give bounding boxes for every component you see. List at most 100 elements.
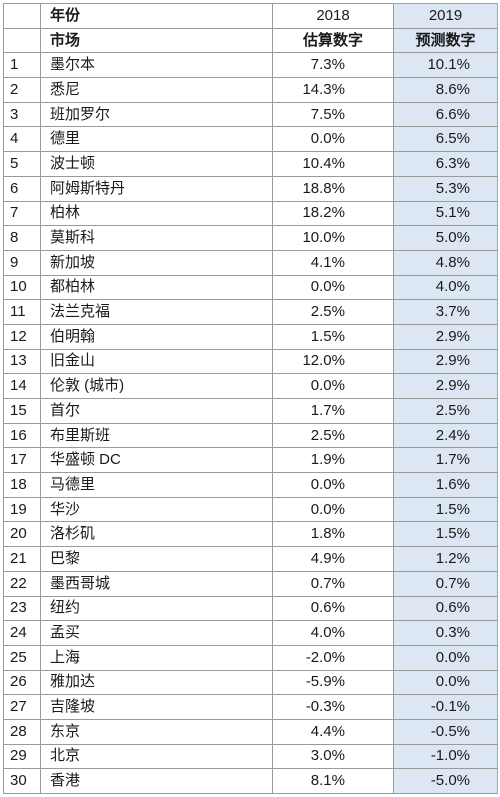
forecast-2019-cell: 2.9%	[393, 348, 498, 375]
header-market-label: 市场	[40, 27, 273, 54]
market-cell: 孟买	[40, 620, 273, 646]
estimate-2018-cell: 12.0%	[272, 348, 394, 375]
estimate-2018-cell: 4.9%	[272, 546, 394, 572]
table-row: 15 首尔 1.7% 2.5%	[3, 398, 498, 424]
table-row: 13 旧金山 12.0% 2.9%	[3, 348, 498, 375]
forecast-2019-cell: 1.2%	[393, 546, 498, 572]
rank-cell: 15	[3, 398, 41, 424]
market-cell: 波士顿	[40, 151, 273, 177]
table-row: 14 伦敦 (城市) 0.0% 2.9%	[3, 373, 498, 399]
rank-cell: 29	[3, 743, 41, 770]
estimate-2018-cell: 18.2%	[272, 200, 394, 227]
table-row: 3 班加罗尔 7.5% 6.6%	[3, 101, 498, 128]
rank-cell: 27	[3, 694, 41, 720]
estimate-2018-cell: 8.1%	[272, 768, 394, 794]
rank-cell: 22	[3, 570, 41, 597]
rank-cell: 11	[3, 299, 41, 325]
forecast-2019-cell: 10.1%	[393, 52, 498, 79]
market-cell: 东京	[40, 718, 273, 745]
market-cell: 雅加达	[40, 669, 273, 696]
rank-cell: 12	[3, 323, 41, 350]
table-row: 25 上海 -2.0% 0.0%	[3, 644, 498, 671]
market-cell: 伯明翰	[40, 323, 273, 350]
rank-cell: 6	[3, 175, 41, 202]
estimate-2018-cell: 1.5%	[272, 323, 394, 350]
table-row: 1 墨尔本 7.3% 10.1%	[3, 52, 498, 79]
forecast-2019-cell: -5.0%	[393, 768, 498, 794]
estimate-2018-cell: 7.5%	[272, 101, 394, 128]
forecast-2019-cell: 0.6%	[393, 595, 498, 622]
estimate-2018-cell: 0.0%	[272, 472, 394, 498]
table-row: 4 德里 0.0% 6.5%	[3, 126, 498, 153]
forecast-2019-cell: 5.0%	[393, 225, 498, 251]
table-row: 16 布里斯班 2.5% 2.4%	[3, 422, 498, 449]
market-cell: 都柏林	[40, 274, 273, 301]
estimate-2018-cell: 4.0%	[272, 620, 394, 646]
forecast-2019-cell: 5.3%	[393, 175, 498, 202]
table-row: 10 都柏林 0.0% 4.0%	[3, 274, 498, 301]
rank-cell: 4	[3, 126, 41, 153]
estimate-2018-cell: 0.7%	[272, 570, 394, 597]
forecast-2019-cell: 2.9%	[393, 373, 498, 399]
rank-cell: 18	[3, 472, 41, 498]
table-row: 7 柏林 18.2% 5.1%	[3, 200, 498, 227]
table-row: 20 洛杉矶 1.8% 1.5%	[3, 521, 498, 548]
forecast-2019-cell: 0.7%	[393, 570, 498, 597]
forecast-2019-cell: 2.9%	[393, 323, 498, 350]
market-cell: 华沙	[40, 496, 273, 523]
rank-cell: 14	[3, 373, 41, 399]
forecast-2019-cell: 1.6%	[393, 472, 498, 498]
forecast-2019-cell: 3.7%	[393, 299, 498, 325]
forecast-2019-cell: -1.0%	[393, 743, 498, 770]
table-row: 21 巴黎 4.9% 1.2%	[3, 546, 498, 572]
forecast-2019-cell: 0.0%	[393, 644, 498, 671]
forecast-2019-cell: 1.5%	[393, 521, 498, 548]
header-forecast: 预测数字	[393, 27, 498, 54]
forecast-2019-cell: 0.0%	[393, 669, 498, 696]
market-cell: 班加罗尔	[40, 101, 273, 128]
forecast-2019-cell: 8.6%	[393, 77, 498, 103]
forecast-2019-cell: 4.8%	[393, 249, 498, 276]
forecast-2019-cell: -0.1%	[393, 694, 498, 720]
rank-cell: 19	[3, 496, 41, 523]
estimate-2018-cell: 14.3%	[272, 77, 394, 103]
header-row-year: 年份 2018 2019	[3, 3, 498, 29]
market-cell: 巴黎	[40, 546, 273, 572]
forecast-2019-cell: -0.5%	[393, 718, 498, 745]
rank-cell: 26	[3, 669, 41, 696]
table-row: 2 悉尼 14.3% 8.6%	[3, 77, 498, 103]
estimate-2018-cell: 1.8%	[272, 521, 394, 548]
table-row: 6 阿姆斯特丹 18.8% 5.3%	[3, 175, 498, 202]
table-row: 5 波士顿 10.4% 6.3%	[3, 151, 498, 177]
estimate-2018-cell: 7.3%	[272, 52, 394, 79]
market-cell: 墨尔本	[40, 52, 273, 79]
rank-cell: 21	[3, 546, 41, 572]
forecast-2019-cell: 4.0%	[393, 274, 498, 301]
header-estimate: 估算数字	[272, 27, 394, 54]
table-row: 27 吉隆坡 -0.3% -0.1%	[3, 694, 498, 720]
header-rank-empty	[3, 27, 41, 54]
market-cell: 马德里	[40, 472, 273, 498]
table-body: 1 墨尔本 7.3% 10.1% 2 悉尼 14.3% 8.6% 3 班加罗尔 7.5% 6.6% 4 德…	[3, 52, 498, 794]
forecast-2019-cell: 1.7%	[393, 447, 498, 474]
estimate-2018-cell: 0.6%	[272, 595, 394, 622]
estimate-2018-cell: 0.0%	[272, 373, 394, 399]
table-row: 23 纽约 0.6% 0.6%	[3, 595, 498, 622]
estimate-2018-cell: 1.7%	[272, 398, 394, 424]
market-cell: 柏林	[40, 200, 273, 227]
table-row: 24 孟买 4.0% 0.3%	[3, 620, 498, 646]
rank-cell: 30	[3, 768, 41, 794]
market-cell: 悉尼	[40, 77, 273, 103]
forecast-2019-cell: 6.5%	[393, 126, 498, 153]
header-2019: 2019	[393, 3, 498, 29]
market-cell: 莫斯科	[40, 225, 273, 251]
rank-cell: 17	[3, 447, 41, 474]
market-cell: 新加坡	[40, 249, 273, 276]
forecast-2019-cell: 1.5%	[393, 496, 498, 523]
table-row: 11 法兰克福 2.5% 3.7%	[3, 299, 498, 325]
estimate-2018-cell: 18.8%	[272, 175, 394, 202]
market-cell: 法兰克福	[40, 299, 273, 325]
market-cell: 旧金山	[40, 348, 273, 375]
table-row: 30 香港 8.1% -5.0%	[3, 768, 498, 794]
forecast-2019-cell: 6.6%	[393, 101, 498, 128]
